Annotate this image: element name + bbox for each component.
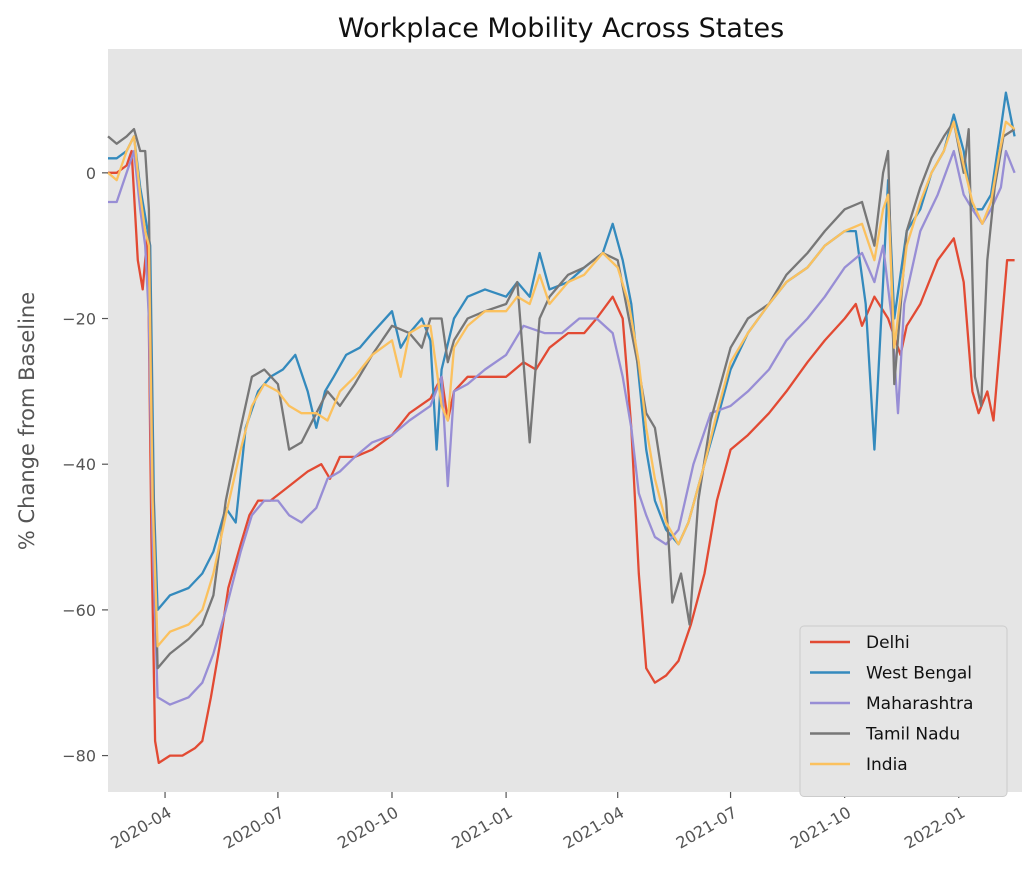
legend-label: West Bengal	[866, 664, 972, 684]
y-tick-label: 0	[86, 164, 96, 183]
y-tick-label: −40	[62, 455, 96, 474]
x-tick-label: 2020-04	[107, 803, 174, 853]
x-tick-label: 2020-07	[220, 803, 287, 853]
y-tick-label: −80	[62, 747, 96, 766]
legend: Delhi West Bengal Maharashtra Tamil Nadu Ind…	[799, 625, 1008, 797]
x-tick-label: 2021-01	[448, 803, 515, 853]
y-tick-label: −60	[62, 601, 96, 620]
legend-label: India	[866, 755, 908, 775]
x-tick-label: 2021-04	[560, 803, 627, 853]
legend-box	[799, 625, 1008, 797]
x-axis: 2020-04 2020-07 2020-10 2021-01 2021-04 2021-…	[107, 792, 968, 853]
series-line-tamil-nadu	[107, 120, 1016, 670]
y-axis-label: % Change from Baseline	[15, 292, 39, 550]
x-tick-label: 2022-01	[901, 803, 968, 853]
series-line-delhi	[108, 149, 1015, 765]
series-line-india	[107, 120, 1016, 648]
legend-label: Delhi	[866, 633, 910, 653]
chart-title: Workplace Mobility Across States	[338, 13, 784, 44]
x-tick-label: 2020-10	[334, 803, 401, 853]
x-tick-label: 2021-10	[787, 803, 854, 853]
legend-label: Maharashtra	[866, 694, 973, 714]
x-tick-label: 2021-07	[673, 803, 740, 853]
y-axis: −80 −60 −40 −20 0	[62, 164, 108, 766]
y-tick-label: −20	[62, 310, 96, 329]
series-line-west-bengal	[108, 91, 1016, 612]
series-lines	[107, 91, 1016, 765]
legend-label: Tamil Nadu	[865, 725, 960, 745]
